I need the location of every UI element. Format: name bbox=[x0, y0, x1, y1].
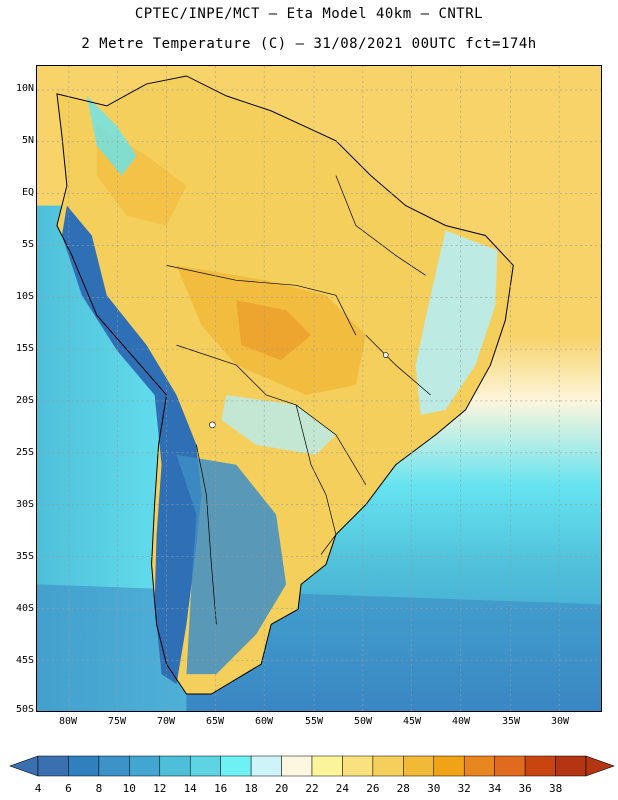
colorbar-label: 6 bbox=[65, 782, 72, 795]
colorbar-cell bbox=[494, 755, 526, 777]
lat-label-40s: 40S bbox=[15, 603, 34, 614]
lat-label-5s: 5S bbox=[21, 239, 34, 250]
colorbar-label: 18 bbox=[244, 782, 258, 795]
colorbar-under-arrow bbox=[9, 755, 39, 777]
colorbar-cell bbox=[463, 755, 495, 777]
colorbar-cell bbox=[524, 755, 556, 777]
lon-label-65w: 65W bbox=[205, 716, 225, 727]
east-coast-cool-band bbox=[415, 230, 498, 415]
chart-subtitle: 2 Metre Temperature (C) – 31/08/2021 00U… bbox=[81, 36, 537, 52]
lon-label-45w: 45W bbox=[402, 716, 422, 727]
colorbar-label: 8 bbox=[95, 782, 103, 795]
patagonia-cold-region bbox=[176, 454, 287, 675]
chart-title: CPTEC/INPE/MCT – Eta Model 40km – CNTRL bbox=[134, 6, 484, 22]
lat-label-35s: 35S bbox=[15, 551, 34, 562]
temperature-map bbox=[36, 65, 602, 712]
colorbar-label: 32 bbox=[457, 782, 471, 795]
lon-label-70w: 70W bbox=[156, 716, 176, 727]
lat-label-45s: 45S bbox=[15, 655, 34, 666]
northern-andes-cool bbox=[86, 95, 137, 176]
colorbar-label: 26 bbox=[366, 782, 380, 795]
border-brazil-states-2 bbox=[365, 334, 431, 396]
colorbar-cell bbox=[281, 755, 313, 777]
colorbar-cell bbox=[372, 755, 404, 777]
colorbar-label: 36 bbox=[518, 782, 532, 795]
lat-label-30s: 30S bbox=[15, 499, 34, 510]
lon-label-75w: 75W bbox=[107, 716, 127, 727]
colorbar-label: 4 bbox=[34, 782, 42, 795]
colorbar-label: 38 bbox=[548, 782, 563, 795]
colorbar-label: 12 bbox=[153, 782, 167, 795]
colorbar-cell bbox=[555, 755, 587, 777]
colorbar-label: 28 bbox=[396, 782, 410, 795]
border-brazil-south bbox=[176, 344, 367, 485]
colorbar-cell bbox=[37, 755, 69, 777]
lon-label-40w: 40W bbox=[451, 716, 471, 727]
lon-label-50w: 50W bbox=[353, 716, 373, 727]
colorbar-label: 34 bbox=[488, 782, 502, 795]
border-paraguay bbox=[295, 404, 327, 495]
lat-label-50s: 50S bbox=[15, 704, 34, 715]
border-uruguay bbox=[320, 494, 337, 555]
colorbar-cell bbox=[68, 755, 100, 777]
southern-cold-band bbox=[37, 584, 601, 711]
colorbar bbox=[9, 755, 615, 777]
southern-mild-region bbox=[221, 394, 336, 455]
country-borders bbox=[166, 175, 431, 625]
lat-label-20s: 20S bbox=[15, 395, 34, 406]
colorbar-cell bbox=[342, 755, 374, 777]
lat-label-15s: 15S bbox=[15, 343, 34, 354]
colorbar-cell bbox=[250, 755, 282, 777]
colorbar-label: 22 bbox=[305, 782, 319, 795]
colorbar-cell bbox=[220, 755, 252, 777]
colorbar-label: 16 bbox=[214, 782, 228, 795]
colorbar-cell bbox=[129, 755, 161, 777]
lat-label-5n: 5N bbox=[21, 135, 34, 146]
colorbar-cell bbox=[189, 755, 221, 777]
graticule bbox=[37, 66, 601, 711]
colorbar-over-arrow bbox=[585, 755, 615, 777]
lon-label-55w: 55W bbox=[304, 716, 324, 727]
lat-label-eq: EQ bbox=[21, 187, 34, 198]
colorbar-cells bbox=[37, 755, 587, 777]
colorbar-label: 30 bbox=[427, 782, 441, 795]
colorbar-label: 20 bbox=[274, 782, 289, 795]
lake-titicaca bbox=[209, 421, 216, 429]
colorbar-label: 14 bbox=[183, 782, 197, 795]
colorbar-cell bbox=[159, 755, 191, 777]
border-chile-argentina bbox=[196, 444, 217, 625]
colorbar-cell bbox=[311, 755, 343, 777]
lon-label-60w: 60W bbox=[254, 716, 274, 727]
border-brazil-states bbox=[335, 175, 426, 276]
border-brazil-north bbox=[166, 265, 357, 336]
lon-label-80w: 80W bbox=[58, 716, 78, 727]
colorbar-cell bbox=[98, 755, 130, 777]
colorbar-label: 10 bbox=[122, 782, 136, 795]
coastline bbox=[56, 75, 514, 695]
reservoir bbox=[382, 352, 389, 358]
lat-label-10n: 10N bbox=[15, 83, 34, 94]
mato-grosso-hot-core bbox=[236, 300, 312, 361]
colorbar-cell bbox=[433, 755, 465, 777]
colorbar-cell bbox=[403, 755, 435, 777]
lat-label-10s: 10S bbox=[15, 291, 34, 302]
lon-label-30w: 30W bbox=[550, 716, 570, 727]
lon-label-35w: 35W bbox=[501, 716, 521, 727]
lat-label-25s: 25S bbox=[15, 447, 34, 458]
colorbar-label: 24 bbox=[335, 782, 350, 795]
